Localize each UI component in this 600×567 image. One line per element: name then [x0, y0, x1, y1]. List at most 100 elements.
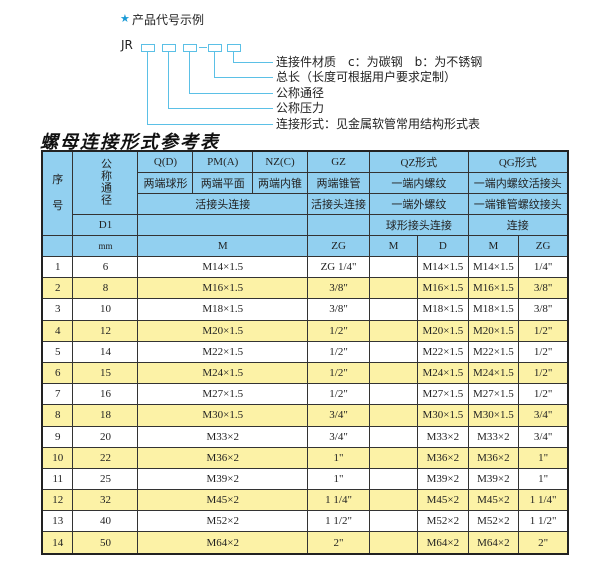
- header-dn: 公称通径: [72, 150, 139, 215]
- cell-no: 9: [41, 425, 74, 448]
- cell-qzm: [369, 510, 419, 533]
- header-mm: mm: [72, 235, 139, 257]
- cell-qzm: [369, 383, 419, 406]
- leader-line: [147, 52, 148, 124]
- cell-dn: 50: [72, 531, 139, 555]
- table-row: 12 32 M45×2 1 1/4" M45×2 M45×2 1 1/4": [41, 489, 569, 512]
- header-union: 活接头连接: [137, 193, 309, 215]
- cell-qzm: [369, 298, 419, 321]
- cell-qzd: M52×2: [417, 510, 469, 533]
- cell-qzd: M16×1.5: [417, 277, 469, 300]
- header-gz: GZ: [307, 150, 371, 173]
- header-qg-zg: ZG: [518, 235, 569, 257]
- cell-no: 8: [41, 404, 74, 427]
- cell-no: 12: [41, 489, 74, 512]
- cell-qzm: [369, 531, 419, 555]
- table-row: 9 20 M33×2 3/4" M33×2 M33×2 3/4": [41, 425, 569, 448]
- header-empty: [137, 214, 309, 236]
- cell-qgzg: 3/8": [518, 277, 569, 300]
- cell-no: 3: [41, 298, 74, 321]
- table-row: 5 14 M22×1.5 1/2" M22×1.5 M22×1.5 1/2": [41, 340, 569, 363]
- label-pressure: 公称压力: [276, 101, 325, 115]
- cell-m: M39×2: [137, 467, 309, 491]
- table-body: 1 6 M14×1.5 ZG 1/4" M14×1.5 M14×1.5 1/4" 2 8 M16×…: [41, 255, 569, 555]
- cell-zg: 1/2": [307, 383, 371, 406]
- table-title: 螺母连接形式参考表: [40, 132, 220, 153]
- cell-qzd: M45×2: [417, 489, 469, 512]
- cell-qgzg: 1/4": [518, 255, 569, 279]
- cell-dn: 20: [72, 425, 139, 448]
- cell-qzm: [369, 446, 419, 469]
- leader-line: [233, 62, 273, 63]
- table-row: 13 40 M52×2 1 1/2" M52×2 M52×2 1 1/2": [41, 510, 569, 533]
- code-box: [227, 44, 241, 52]
- leader-line: [189, 52, 190, 93]
- cell-zg: 3/8": [307, 298, 371, 321]
- label-length: 总长（长度可根据用户要求定制）: [276, 70, 457, 84]
- header-qz-d: D: [417, 235, 469, 257]
- label-connection: 连接形式：见金属软管常用结构形式表: [276, 117, 481, 131]
- header-pm: PM(A): [192, 150, 254, 173]
- header-gz-desc: 两端锥管: [307, 172, 371, 194]
- cell-qgzg: 2": [518, 531, 569, 555]
- cell-qgm: M45×2: [467, 489, 520, 512]
- cell-qzd: M30×1.5: [417, 404, 469, 427]
- cell-qzm: [369, 425, 419, 448]
- leader-line: [214, 52, 215, 77]
- cell-qzd: M27×1.5: [417, 383, 469, 406]
- cell-qgzg: 1/2": [518, 361, 569, 385]
- table-row: 6 15 M24×1.5 1/2" M24×1.5 M24×1.5 1/2": [41, 361, 569, 385]
- cell-qgm: M14×1.5: [467, 255, 520, 279]
- cell-qgzg: 1": [518, 467, 569, 491]
- cell-qgm: M22×1.5: [467, 340, 520, 363]
- header-qz-desc: 一端内螺纹: [369, 172, 469, 194]
- cell-qzd: M36×2: [417, 446, 469, 469]
- cell-zg: 1 1/4": [307, 489, 371, 512]
- nut-connection-table: 序 号 公称通径 Q(D) PM(A) NZ(C) GZ QZ形式 QG形式 两…: [41, 150, 569, 555]
- header-d1: D1: [72, 214, 139, 236]
- header-qz-m: M: [369, 235, 419, 257]
- cell-zg: 1": [307, 467, 371, 491]
- header-qz: QZ形式: [369, 150, 469, 173]
- cell-qgm: M64×2: [467, 531, 520, 555]
- header-empty: [307, 214, 371, 236]
- cell-qzd: M64×2: [417, 531, 469, 555]
- cell-no: 14: [41, 531, 74, 555]
- cell-qzd: M18×1.5: [417, 298, 469, 321]
- cell-qzm: [369, 319, 419, 342]
- cell-qzm: [369, 467, 419, 491]
- cell-qzd: M39×2: [417, 467, 469, 491]
- cell-zg: 3/8": [307, 277, 371, 300]
- header-qg-desc: 一端内螺纹活接头: [467, 172, 569, 194]
- star-icon: ★: [120, 12, 130, 25]
- header-qg-desc3: 连接: [467, 214, 569, 236]
- cell-qgm: M33×2: [467, 425, 520, 448]
- cell-m: M64×2: [137, 531, 309, 555]
- cell-dn: 22: [72, 446, 139, 469]
- cell-dn: 25: [72, 467, 139, 491]
- cell-m: M36×2: [137, 446, 309, 469]
- header-empty: [41, 235, 74, 257]
- header-qg-desc2: 一端锥管螺纹接头: [467, 193, 569, 215]
- cell-qgm: M18×1.5: [467, 298, 520, 321]
- cell-qzd: M14×1.5: [417, 255, 469, 279]
- cell-qgm: M39×2: [467, 467, 520, 491]
- table-row: 10 22 M36×2 1" M36×2 M36×2 1": [41, 446, 569, 469]
- leader-line: [233, 52, 234, 62]
- cell-no: 7: [41, 383, 74, 406]
- leader-line: [168, 52, 169, 108]
- table-row: 11 25 M39×2 1" M39×2 M39×2 1": [41, 467, 569, 491]
- cell-zg: 1 1/2": [307, 510, 371, 533]
- code-box: [183, 44, 197, 52]
- cell-qgzg: 1 1/4": [518, 489, 569, 512]
- header-nz-desc: 两端内锥: [252, 172, 309, 194]
- cell-m: M24×1.5: [137, 361, 309, 385]
- cell-qgzg: 3/4": [518, 404, 569, 427]
- cell-m: M52×2: [137, 510, 309, 533]
- cell-dn: 32: [72, 489, 139, 512]
- cell-dn: 16: [72, 383, 139, 406]
- cell-zg: 3/4": [307, 425, 371, 448]
- cell-qzd: M33×2: [417, 425, 469, 448]
- table-row: 14 50 M64×2 2" M64×2 M64×2 2": [41, 531, 569, 555]
- header-m: M: [137, 235, 309, 257]
